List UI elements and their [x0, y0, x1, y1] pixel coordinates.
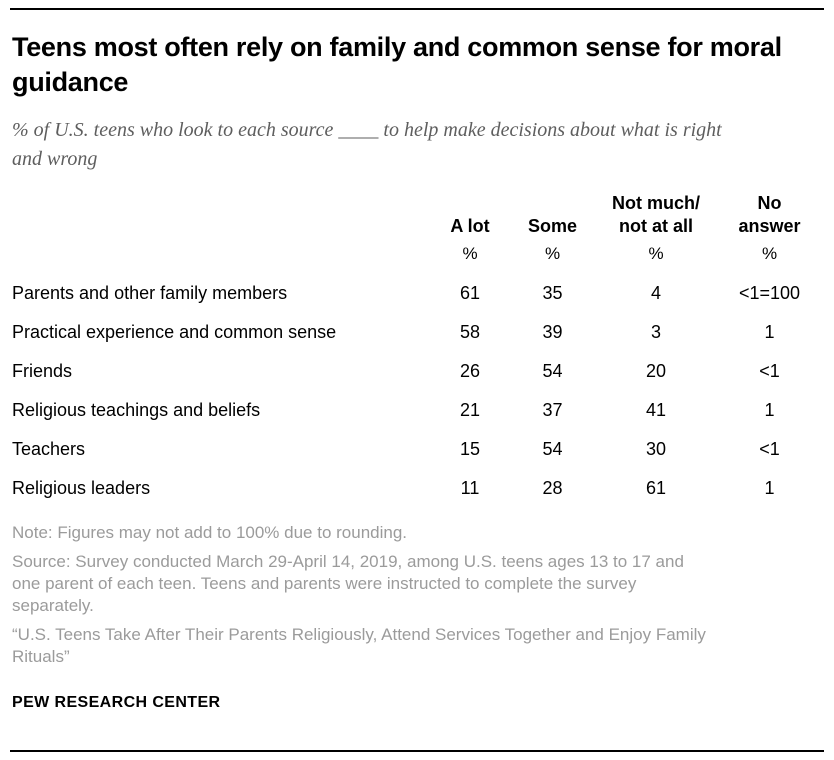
unit-row: % % % %: [12, 242, 822, 274]
value-cell: 3: [650, 322, 661, 342]
unit-cell: %: [462, 244, 478, 263]
col-header-a-lot: A lot: [430, 192, 510, 242]
row-label: Religious leaders: [12, 478, 151, 498]
unit-cell: %: [544, 244, 561, 263]
unit-cell: %: [648, 244, 664, 263]
value-cell: 15: [459, 439, 481, 459]
value-cell: 37: [542, 400, 563, 420]
chart-subtitle: % of U.S. teens who look to each source …: [12, 119, 722, 170]
row-label: Practical experience and common sense: [12, 322, 337, 342]
chart-content: Teens most often rely on family and comm…: [12, 0, 822, 712]
col-header-some-label: Some: [527, 216, 578, 236]
value-cell: 28: [542, 478, 563, 498]
chart-report-title: “U.S. Teens Take After Their Parents Rel…: [12, 625, 706, 666]
value-cell: 54: [542, 361, 563, 381]
value-cell: 39: [542, 322, 563, 342]
value-cell: 58: [459, 322, 481, 342]
col-header-not-much-label: Not much/ not at all: [612, 193, 700, 236]
row-label: Parents and other family members: [12, 283, 288, 303]
bottom-rule: [10, 750, 824, 752]
col-header-no-answer-label: No answer: [738, 193, 801, 236]
value-cell: 26: [459, 361, 481, 381]
unit-spacer: [12, 242, 430, 274]
table-row: Friends 26 54 20 <1: [12, 352, 822, 391]
col-header-some: Some: [510, 192, 595, 242]
value-cell: 1: [764, 478, 775, 498]
value-cell: 30: [645, 439, 667, 459]
data-table: A lot Some Not much/ not at all No answe…: [12, 192, 822, 508]
col-header-a-lot-label: A lot: [450, 216, 490, 236]
table-row: Parents and other family members 61 35 4…: [12, 274, 822, 313]
branding: PEW RESEARCH CENTER: [12, 694, 221, 711]
table-row: Religious teachings and beliefs 21 37 41…: [12, 391, 822, 430]
table-row: Religious leaders 11 28 61 1: [12, 469, 822, 508]
table-row: Teachers 15 54 30 <1: [12, 430, 822, 469]
value-cell: 4: [650, 283, 661, 303]
row-label: Teachers: [12, 439, 86, 459]
value-cell: 11: [460, 478, 480, 498]
value-cell: 54: [542, 439, 563, 459]
top-rule: [10, 8, 824, 10]
header-row: A lot Some Not much/ not at all No answe…: [12, 192, 822, 242]
value-cell: <1: [759, 361, 780, 381]
chart-source: Source: Survey conducted March 29-April …: [12, 552, 684, 615]
value-cell: 61: [645, 478, 667, 498]
value-cell: <1=100: [738, 283, 801, 303]
value-cell: <1: [759, 439, 780, 459]
row-label: Religious teachings and beliefs: [12, 400, 261, 420]
col-header-no-answer: No answer: [717, 192, 822, 242]
unit-cell: %: [761, 244, 778, 263]
row-label: Friends: [12, 361, 73, 381]
chart-note: Note: Figures may not add to 100% due to…: [12, 523, 408, 542]
value-cell: 20: [645, 361, 667, 381]
table-row: Practical experience and common sense 58…: [12, 313, 822, 352]
value-cell: 41: [645, 400, 667, 420]
value-cell: 35: [542, 283, 563, 303]
chart-title: Teens most often rely on family and comm…: [12, 32, 782, 97]
header-spacer: [12, 192, 430, 242]
value-cell: 61: [459, 283, 481, 303]
value-cell: 1: [764, 400, 775, 420]
value-cell: 21: [459, 400, 481, 420]
value-cell: 1: [764, 322, 775, 342]
col-header-not-much: Not much/ not at all: [595, 192, 717, 242]
